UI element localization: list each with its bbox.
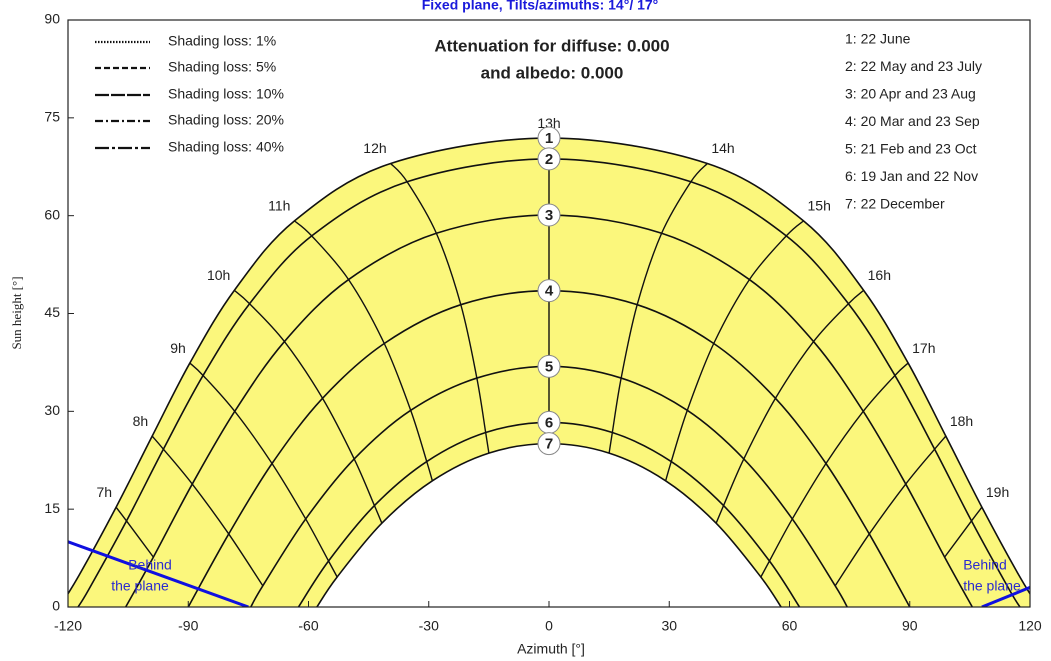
date-marker bbox=[537, 432, 561, 456]
hour-label: 19h bbox=[986, 484, 1009, 500]
date-number: 3 bbox=[545, 207, 553, 224]
date-number: 5 bbox=[545, 358, 553, 375]
behind-label: the plane bbox=[111, 578, 169, 594]
x-tick-label: 90 bbox=[902, 618, 918, 634]
hour-label: 9h bbox=[170, 340, 186, 356]
date-marker bbox=[537, 279, 561, 303]
legend-label: 4: 20 Mar and 23 Sep bbox=[845, 113, 980, 129]
annotation: and albedo: 0.000 bbox=[481, 63, 624, 82]
date-number: 1 bbox=[545, 130, 553, 147]
date-number: 7 bbox=[545, 436, 553, 453]
y-tick-label: 30 bbox=[44, 402, 60, 418]
hour-label: 12h bbox=[363, 140, 386, 156]
x-tick-label: 0 bbox=[545, 618, 553, 634]
legend-label: 1: 22 June bbox=[845, 31, 911, 47]
x-tick-label: -30 bbox=[419, 618, 439, 634]
hour-label: 10h bbox=[207, 267, 230, 283]
inner-area bbox=[316, 443, 782, 607]
y-tick-label: 90 bbox=[44, 11, 60, 27]
hour-label: 8h bbox=[133, 413, 149, 429]
y-tick-label: 15 bbox=[44, 500, 60, 516]
hour-label: 16h bbox=[868, 267, 891, 283]
x-tick-label: -60 bbox=[298, 618, 318, 634]
annotation: Attenuation for diffuse: 0.000 bbox=[434, 36, 669, 55]
x-tick-label: 60 bbox=[782, 618, 798, 634]
hour-label: 17h bbox=[912, 340, 935, 356]
x-tick-label: 120 bbox=[1018, 618, 1042, 634]
date-marker bbox=[537, 354, 561, 378]
x-tick-label: 30 bbox=[661, 618, 677, 634]
legend-label: Shading loss: 40% bbox=[168, 139, 284, 155]
date-legend: 1: 22 June 2: 22 May and 23 July 3: 20 Apr… bbox=[845, 31, 982, 212]
legend-label: 3: 20 Apr and 23 Aug bbox=[845, 86, 976, 102]
y-axis-label: Sun height [°] bbox=[9, 276, 24, 349]
date-number: 4 bbox=[545, 283, 554, 300]
legend-label: Shading loss: 5% bbox=[168, 59, 276, 75]
hour-label: 14h bbox=[711, 140, 734, 156]
shading-legend: Shading loss: 1% Shading loss: 5% Shadin… bbox=[95, 33, 284, 155]
y-tick-label: 0 bbox=[52, 598, 60, 614]
behind-label: Behind bbox=[963, 557, 1007, 573]
legend-label: 7: 22 December bbox=[845, 196, 945, 212]
legend-label: 2: 22 May and 23 July bbox=[845, 58, 982, 74]
x-axis-label: Azimuth [°] bbox=[517, 641, 585, 657]
x-tick-label: -120 bbox=[54, 618, 82, 634]
plane-line bbox=[981, 586, 1030, 607]
date-number: 6 bbox=[545, 414, 553, 431]
behind-label: Behind bbox=[128, 557, 172, 573]
hour-label: 13h bbox=[537, 115, 560, 131]
y-tick-label: 75 bbox=[44, 109, 60, 125]
hour-label: 11h bbox=[268, 198, 290, 214]
behind-label: the plane bbox=[963, 578, 1021, 594]
plane-line bbox=[68, 540, 249, 607]
legend-label: 5: 21 Feb and 23 Oct bbox=[845, 141, 977, 157]
y-tick-label: 60 bbox=[44, 206, 60, 222]
hour-label: 15h bbox=[808, 198, 831, 214]
legend-label: Shading loss: 1% bbox=[168, 33, 276, 49]
date-number: 2 bbox=[545, 151, 553, 168]
x-tick-label: -90 bbox=[178, 618, 198, 634]
hour-label: 18h bbox=[950, 413, 973, 429]
legend-label: Shading loss: 20% bbox=[168, 112, 284, 128]
y-tick-label: 45 bbox=[44, 304, 60, 320]
hour-label: 7h bbox=[97, 484, 113, 500]
legend-label: 6: 19 Jan and 22 Nov bbox=[845, 168, 978, 184]
chart-title: Fixed plane, Tilts/azimuths: 14°/ 17° bbox=[422, 0, 659, 13]
date-marker bbox=[537, 203, 561, 227]
legend-label: Shading loss: 10% bbox=[168, 86, 284, 102]
date-marker bbox=[537, 147, 561, 171]
